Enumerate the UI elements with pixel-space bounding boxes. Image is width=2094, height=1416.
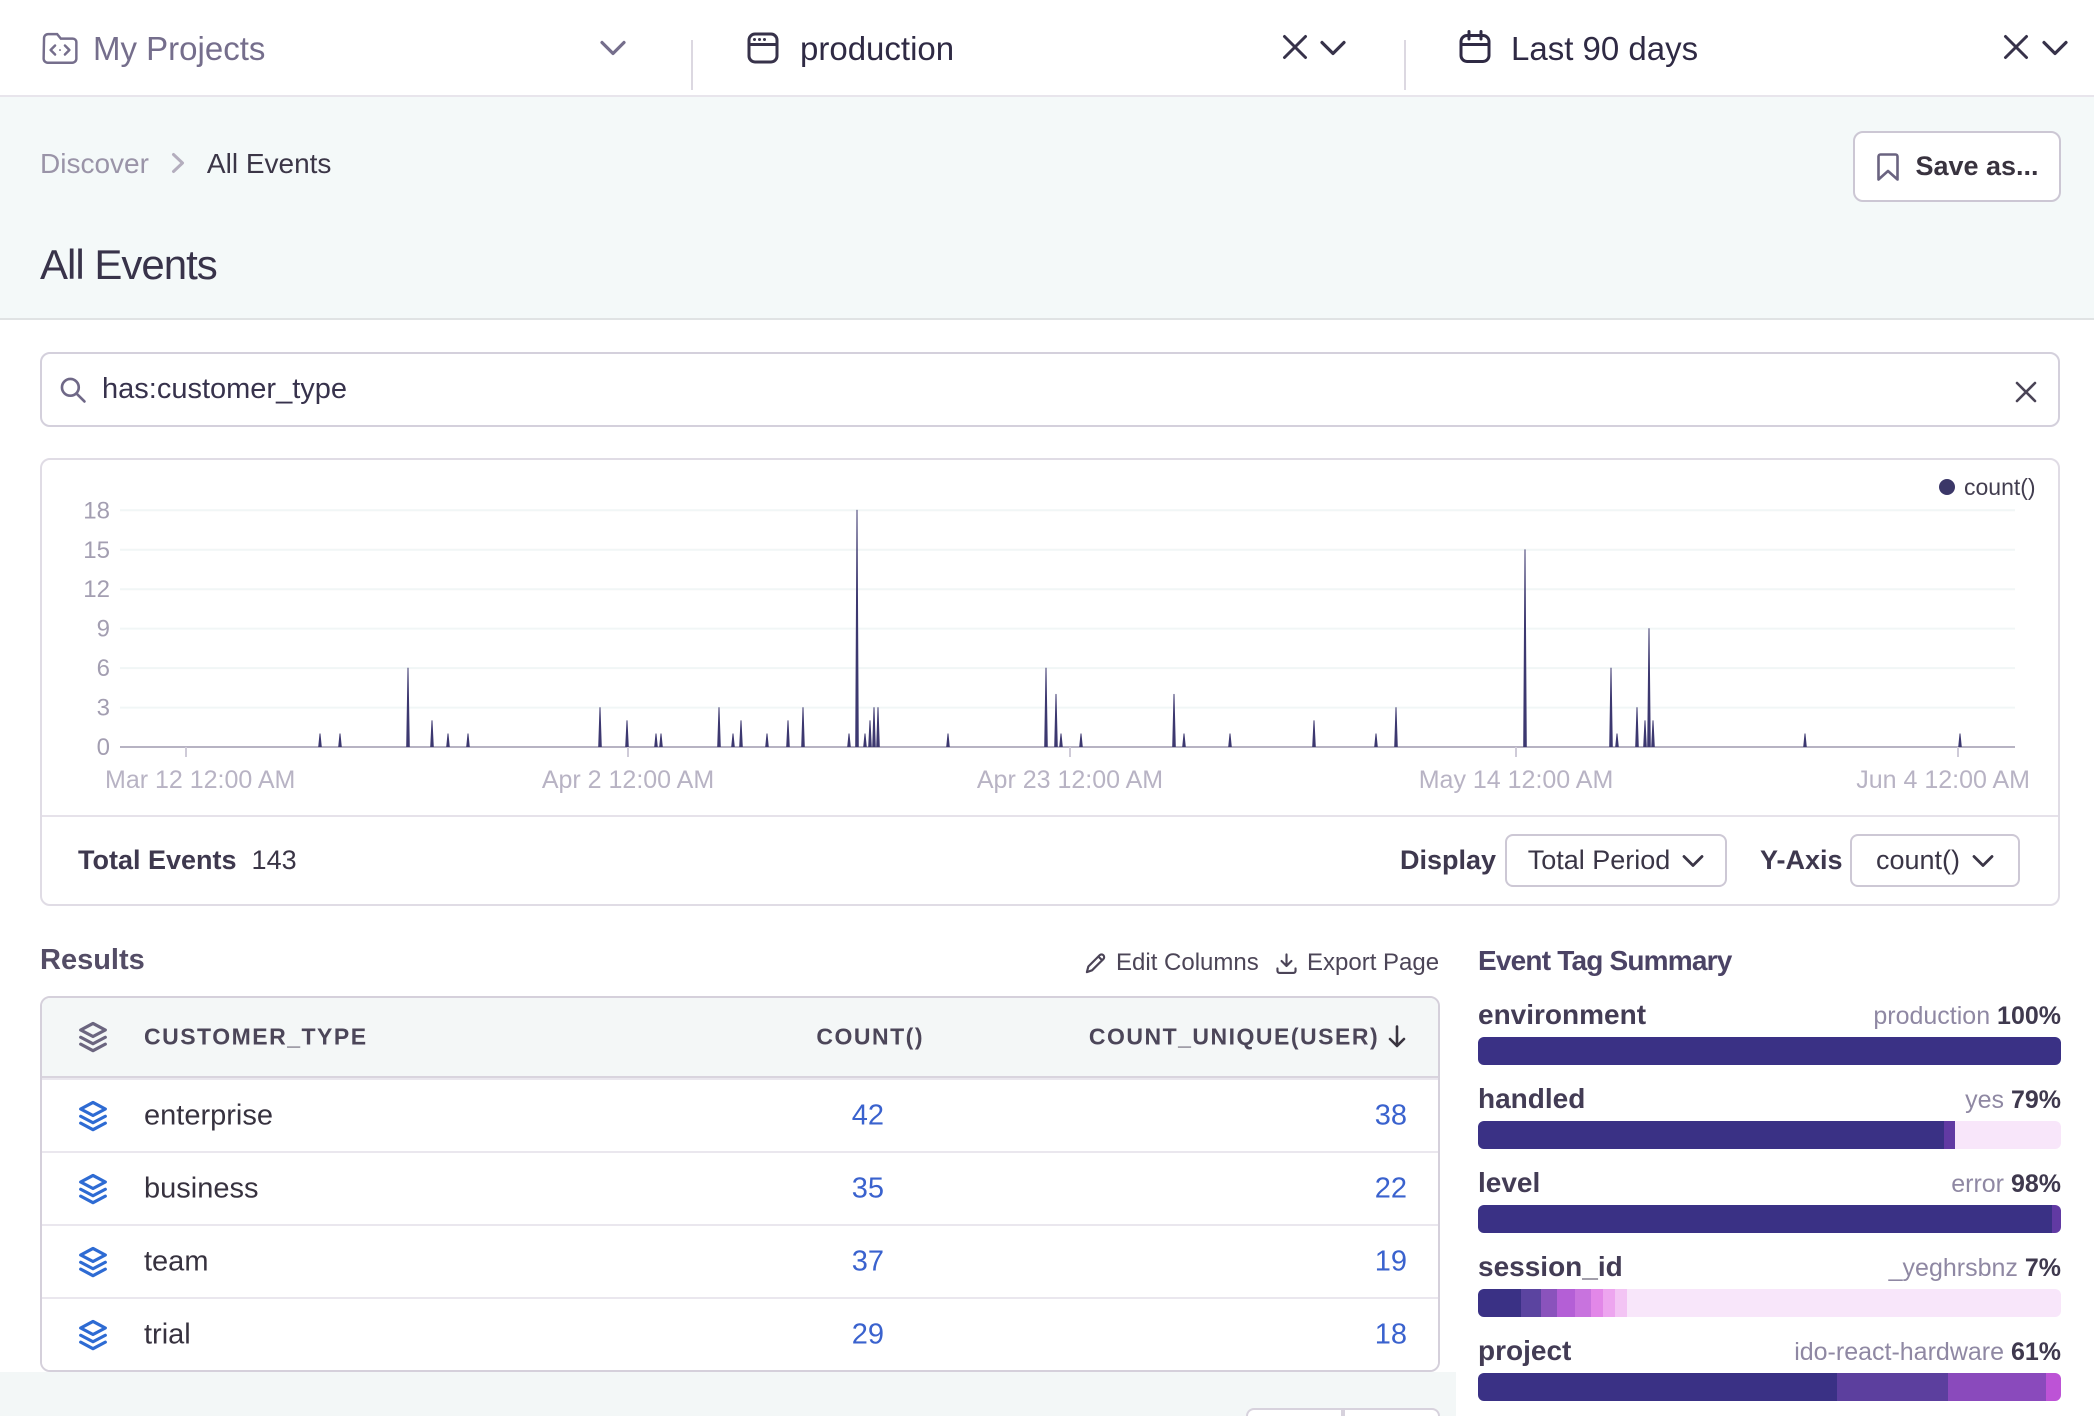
svg-text:18: 18 [83,497,110,524]
svg-text:9: 9 [97,616,110,643]
svg-text:12: 12 [83,576,110,603]
svg-text:0: 0 [97,734,110,761]
svg-text:Mar 12 12:00 AM: Mar 12 12:00 AM [105,766,295,794]
svg-text:Jun 4 12:00 AM: Jun 4 12:00 AM [1856,766,2030,794]
svg-text:Apr 2 12:00 AM: Apr 2 12:00 AM [542,766,714,794]
svg-text:15: 15 [83,537,110,564]
svg-text:May 14 12:00 AM: May 14 12:00 AM [1419,766,1614,794]
svg-text:count(): count() [1964,474,2036,500]
svg-text:3: 3 [97,695,110,722]
svg-text:Apr 23 12:00 AM: Apr 23 12:00 AM [977,766,1163,794]
svg-text:6: 6 [97,655,110,682]
